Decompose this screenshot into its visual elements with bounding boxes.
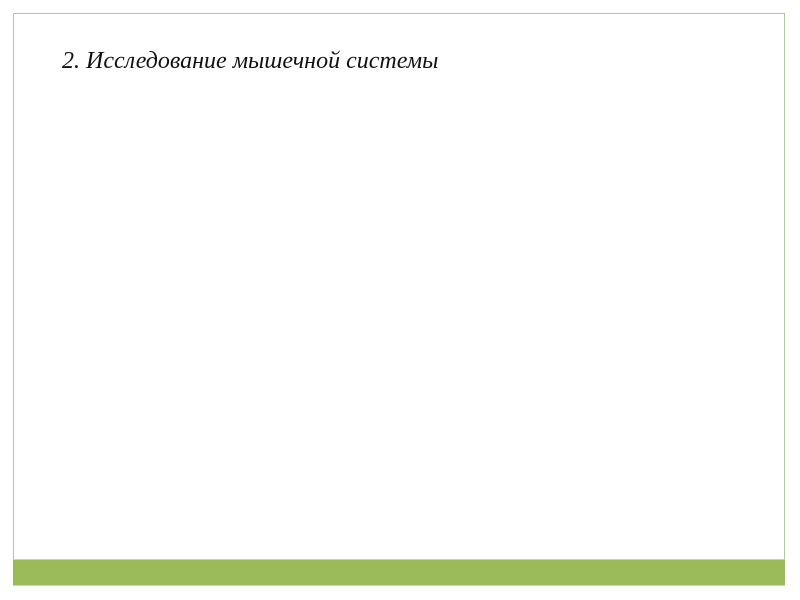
slide-title: 2. Исследование мышечной системы: [62, 48, 439, 74]
footer-accent-bar: [13, 559, 785, 586]
slide-frame: [13, 13, 785, 586]
